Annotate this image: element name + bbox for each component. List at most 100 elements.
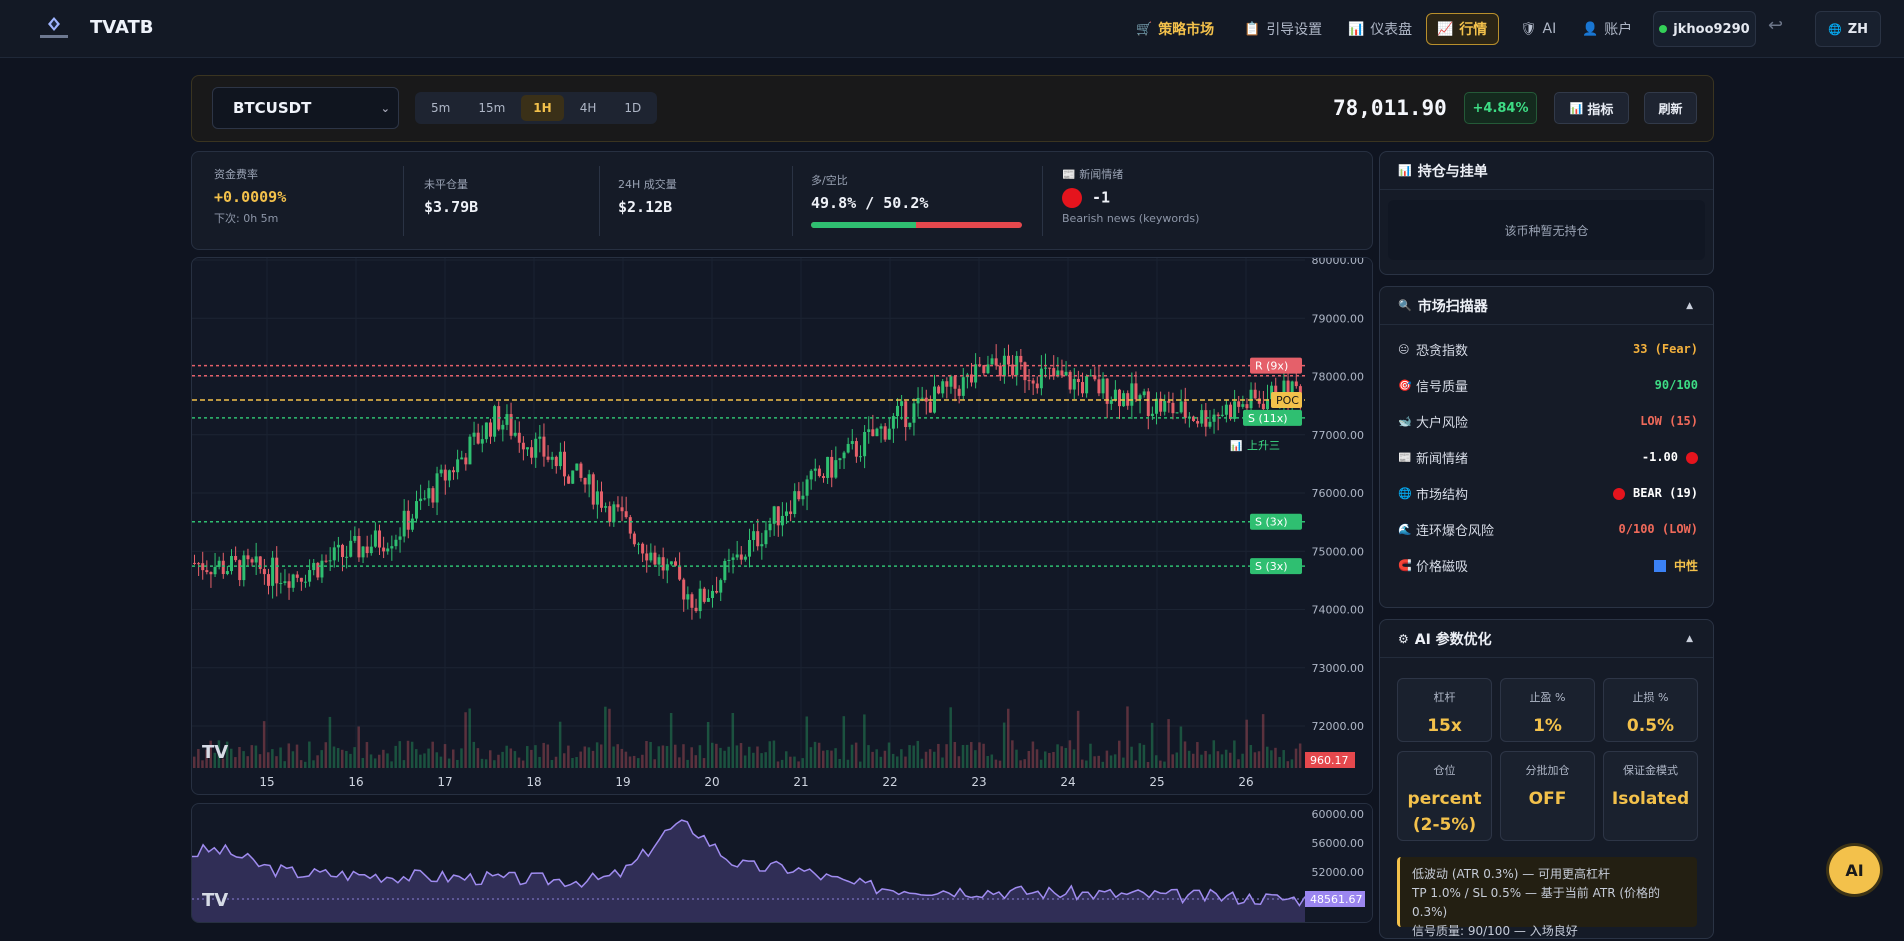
news-icon: 📰 — [1398, 450, 1412, 464]
volume-bar — [1072, 749, 1076, 768]
logo-icon[interactable] — [34, 14, 74, 44]
nav-guide-settings[interactable]: 📋 引导设置 — [1234, 13, 1332, 45]
nav-account[interactable]: 👤 账户 — [1572, 13, 1642, 45]
candle-body — [1048, 367, 1052, 369]
candle-body — [830, 456, 834, 478]
volume-bar — [1138, 743, 1142, 768]
volume-bar — [986, 756, 989, 768]
ai-assistant-button[interactable]: AI — [1829, 846, 1880, 894]
volume-bar — [723, 750, 726, 768]
volume-bar — [941, 757, 944, 768]
panel-header[interactable]: 🔍 市场扫描器 ▲ — [1380, 287, 1713, 325]
candle-body — [246, 555, 250, 560]
chart-svg[interactable]: 78185.78R (9x)78011.9077596.37POC77288.7… — [192, 258, 1373, 795]
collapse-caret-icon[interactable]: ▲ — [1686, 633, 1693, 644]
volume-bar — [299, 760, 303, 768]
empty-positions-message: 该币种暂无持仓 — [1388, 200, 1705, 260]
candle-body — [484, 422, 488, 440]
note-line: TP 1.0% / SL 0.5% — 基于当前 ATR (价格的 0.3%) — [1412, 886, 1661, 919]
market-scanner-panel: 🔍 市场扫描器 ▲ 😐 恐贪指数 33 (Fear) 🎯 信号质量 90/100 🐋 大户风险 LO… — [1379, 286, 1714, 608]
volume-bar — [1064, 747, 1068, 768]
long-short-ratio-stat: 多/空比 49.8% / 50.2% — [811, 172, 1022, 228]
timeframe-1h[interactable]: 1H — [521, 95, 564, 121]
volume-bar — [1031, 741, 1035, 768]
stat-label: 资金费率 — [214, 168, 258, 181]
symbol-select[interactable]: BTCUSDT ⌄ — [212, 87, 399, 129]
volume-bar — [715, 743, 718, 768]
tv-logo-icon: 𝗧𝗩 — [202, 890, 228, 911]
candle-body — [1257, 398, 1261, 404]
volume-bar — [1023, 759, 1026, 768]
candle-body — [460, 457, 464, 460]
candle-body — [361, 546, 365, 558]
timeframe-15m[interactable]: 15m — [478, 101, 506, 115]
divider — [403, 166, 404, 236]
logout-icon[interactable]: ↩ — [1768, 15, 1784, 36]
candle-body — [817, 468, 821, 477]
candle-body — [1072, 378, 1076, 390]
volume-bar — [373, 758, 377, 768]
volume-bar — [1027, 751, 1031, 768]
volume-bar — [649, 741, 652, 768]
candle-body — [723, 560, 727, 581]
divider — [1042, 166, 1043, 236]
candle-body — [1192, 416, 1195, 422]
volume-bar — [1253, 752, 1257, 768]
volume-bar — [743, 755, 747, 768]
volume-bar — [1089, 743, 1092, 768]
param-card-stop-loss: 止损 % 0.5% — [1603, 678, 1698, 742]
timeframe-4h[interactable]: 4H — [579, 101, 597, 115]
volume-bar — [978, 742, 981, 768]
volume-bar — [1002, 722, 1006, 768]
brand-name[interactable]: TVATB — [90, 17, 154, 38]
collapse-caret-icon[interactable]: ▲ — [1686, 300, 1693, 311]
sub-chart-svg[interactable]: 60000.00 56000.00 52000.00 48561.67 𝗧𝗩 — [192, 804, 1373, 923]
volume-bar — [793, 756, 796, 768]
volume-bar — [1187, 750, 1191, 768]
volume-bar — [702, 758, 706, 768]
candle-body — [904, 401, 908, 428]
volume-bar — [637, 758, 640, 768]
price-level-label-bg — [1250, 513, 1302, 530]
panel-header[interactable]: ⚙ AI 参数优化 ▲ — [1380, 620, 1713, 658]
candle-body — [1270, 385, 1274, 400]
timeframe-5m[interactable]: 5m — [431, 101, 451, 115]
open-interest-chart[interactable]: 60000.00 56000.00 52000.00 48561.67 𝗧𝗩 — [191, 803, 1373, 923]
indicators-button[interactable]: 📊 指标 — [1554, 92, 1629, 124]
refresh-button[interactable]: 刷新 — [1644, 92, 1697, 124]
volume-bar — [1068, 740, 1072, 768]
nav-dashboard[interactable]: 📊 仪表盘 — [1338, 13, 1422, 45]
volume-bar — [805, 716, 809, 768]
candle-body — [933, 386, 936, 413]
price-level-label: R (9x) — [1255, 360, 1288, 373]
candle-body — [250, 559, 254, 563]
volume-bar — [920, 758, 924, 768]
param-label: 杠杆 — [1433, 691, 1456, 704]
volume-bar — [1097, 755, 1100, 768]
volume-bar — [711, 742, 714, 768]
nav-ai[interactable]: 🛡 AI — [1510, 13, 1566, 45]
candle-body — [427, 488, 431, 499]
price-tick: 77000.00 — [1312, 429, 1365, 442]
volume-bar — [283, 761, 286, 768]
candle-body — [941, 381, 945, 394]
nav-strategy-market[interactable]: 🛒 策略市场 — [1126, 13, 1224, 45]
volume-bar — [1241, 753, 1244, 768]
candle-body — [489, 422, 492, 437]
volume-bar — [230, 748, 233, 768]
volume-bar — [1146, 761, 1150, 768]
candle-body — [316, 562, 320, 578]
bar-chart-icon: 📊 — [1398, 164, 1412, 177]
user-badge[interactable]: jkhoo9290 — [1653, 11, 1756, 47]
volume-bar — [394, 745, 397, 768]
volume-bar — [727, 746, 730, 768]
candle-body — [534, 438, 538, 458]
time-tick: 23 — [971, 775, 986, 789]
candlestick-chart[interactable]: 78185.78R (9x)78011.9077596.37POC77288.7… — [191, 257, 1373, 795]
candle-body — [789, 511, 793, 515]
timeframe-1d[interactable]: 1D — [624, 101, 642, 115]
volume-bar — [657, 746, 661, 768]
volume-bar — [341, 749, 344, 768]
nav-market[interactable]: 📈 行情 — [1426, 13, 1499, 45]
language-switch[interactable]: 🌐 ZH — [1815, 11, 1881, 47]
